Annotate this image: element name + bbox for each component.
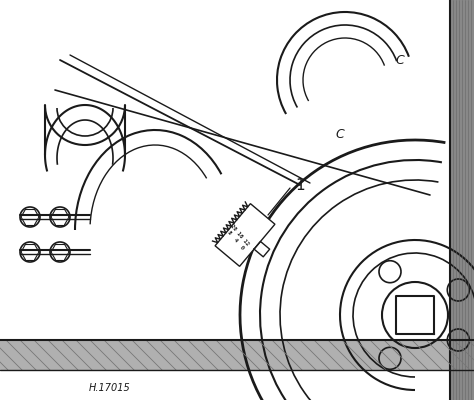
Text: C: C: [336, 128, 345, 142]
Text: 20 16 12
 8  4  0: 20 16 12 8 4 0: [225, 224, 249, 250]
Bar: [0, 340, 474, 370]
Polygon shape: [215, 204, 275, 266]
Bar: [450, 0, 474, 400]
Text: C: C: [396, 54, 404, 66]
Text: 1: 1: [295, 178, 305, 192]
Text: H.17015: H.17015: [89, 383, 131, 393]
